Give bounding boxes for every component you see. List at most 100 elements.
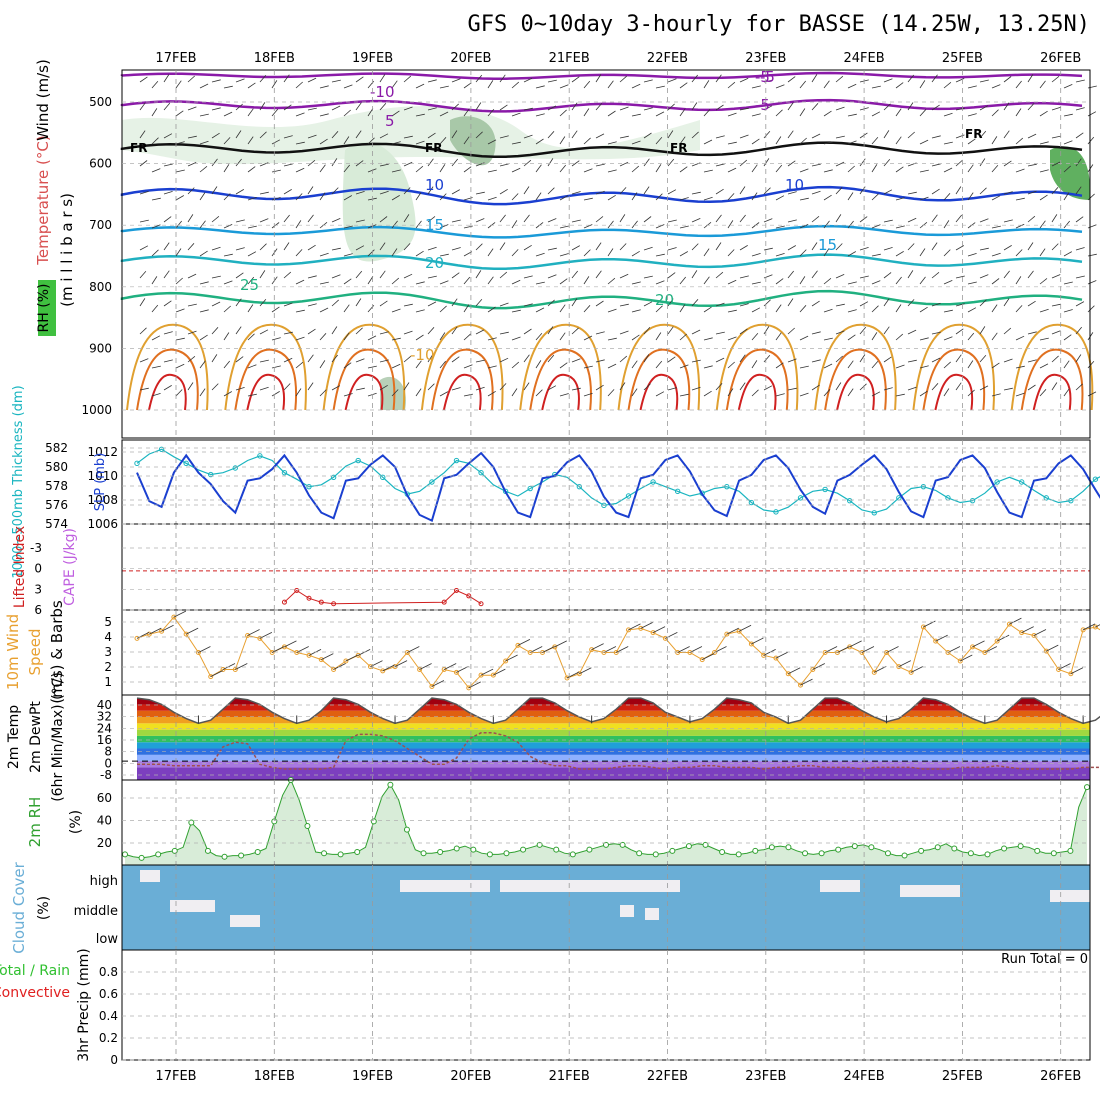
wind-barb	[583, 80, 591, 89]
wind-barb	[1003, 102, 1010, 111]
wind-barb	[895, 364, 905, 369]
wind-barb	[283, 331, 293, 335]
wind-barb	[715, 271, 724, 279]
wind-barb	[283, 214, 290, 223]
rh-marker	[619, 841, 626, 848]
surface-wind-barb	[689, 646, 703, 653]
surface-wind-barb	[640, 622, 653, 629]
wind-speed-marker	[232, 667, 238, 672]
surface-wind-barb	[1009, 617, 1022, 625]
surface-wind-barb	[812, 663, 825, 670]
wind-barb	[895, 276, 902, 285]
wind-speed-tick-label: 4	[104, 630, 112, 644]
wind-barb	[607, 337, 617, 341]
wind-barb	[559, 225, 569, 229]
precip-axis-label-a: Total / Rain	[0, 963, 70, 979]
wind-barb	[547, 131, 555, 139]
wind-barb	[427, 383, 435, 391]
wind-barb	[943, 167, 953, 173]
wind-barb	[1015, 365, 1025, 369]
wind-barb	[235, 272, 244, 279]
surface-wind-barb	[775, 651, 789, 659]
wind-barb	[343, 164, 351, 173]
wind-barb	[943, 361, 951, 369]
wind-barb	[823, 220, 830, 229]
wind-barb	[775, 225, 785, 229]
thickness-marker	[380, 474, 386, 481]
wind-barb	[643, 301, 653, 307]
wind-barb	[631, 113, 641, 117]
wind-barb	[247, 364, 257, 369]
wind-barb	[643, 326, 651, 335]
wind-barb	[211, 215, 220, 223]
wind-barb	[451, 158, 459, 167]
wind-barb	[259, 270, 266, 279]
wind-barb	[379, 300, 388, 307]
wind-speed-marker	[982, 650, 988, 655]
thickness-marker	[601, 502, 607, 509]
wind-barb	[871, 391, 881, 397]
surface-wind-barb	[271, 646, 285, 653]
wind-barb	[403, 273, 413, 279]
temp-contour-25	[814, 323, 897, 411]
wind-barb	[823, 110, 832, 117]
wind-barb	[1003, 270, 1010, 279]
wind-barb	[991, 332, 998, 341]
rh-marker	[1084, 784, 1090, 791]
temperature-tick-label: 8	[104, 745, 112, 759]
wind-speed-marker	[834, 650, 840, 655]
wind-barb	[667, 78, 677, 83]
wind-barb	[643, 275, 653, 279]
wind-barb	[163, 191, 173, 195]
temp-contour-30	[529, 348, 592, 411]
wind-barb	[871, 305, 879, 313]
wind-barb	[895, 166, 904, 173]
lifted-index-marker	[331, 601, 337, 607]
wind-barb	[583, 224, 593, 229]
wind-barb	[319, 281, 329, 285]
wind-barb	[967, 389, 975, 397]
wind-barb	[787, 130, 794, 139]
wind-barb	[799, 168, 809, 173]
wind-barb	[1087, 360, 1095, 369]
wind-barb	[439, 111, 449, 117]
wind-barb	[139, 298, 146, 307]
wind-barb	[883, 130, 890, 139]
wind-barb	[283, 242, 290, 251]
wind-barb	[787, 327, 795, 335]
wind-speed-marker	[527, 650, 533, 655]
wind-barb	[787, 298, 794, 307]
lifted-index-marker	[306, 595, 312, 601]
wind-barb	[343, 136, 350, 145]
wind-barb	[907, 243, 915, 251]
wind-barb	[823, 308, 833, 313]
wind-barb	[271, 306, 280, 313]
wind-barb	[1039, 248, 1046, 257]
wind-barb	[331, 299, 339, 307]
wind-barb	[595, 331, 605, 335]
wind-barb	[667, 219, 677, 223]
wind-barb	[931, 214, 938, 223]
rh-marker	[918, 847, 925, 854]
wind-barb	[619, 303, 629, 307]
wind-barb	[967, 192, 974, 201]
wind-barb	[523, 303, 533, 307]
wind-barb	[511, 388, 518, 397]
wind-barb	[679, 197, 689, 201]
wind-speed-marker	[736, 628, 742, 634]
wind-barb	[139, 327, 147, 335]
wind-barb	[907, 270, 914, 279]
wind-barb	[979, 158, 986, 167]
wind-barb	[163, 163, 173, 167]
wind-barb	[439, 85, 449, 89]
wind-barb	[379, 74, 386, 83]
wind-barb	[991, 393, 1001, 397]
temp-contour-30	[136, 348, 199, 411]
wind-barb	[679, 251, 688, 257]
wind-barb	[619, 243, 627, 251]
rh-marker	[652, 851, 659, 858]
wind-barb	[955, 107, 965, 111]
temp-contour-30	[430, 348, 494, 411]
wind-barb	[751, 113, 761, 117]
wind-barb	[1039, 110, 1048, 117]
